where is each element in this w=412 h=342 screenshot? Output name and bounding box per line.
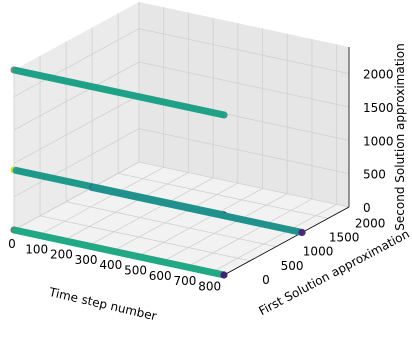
x-tick-label: 800: [198, 279, 221, 293]
data-point: [220, 271, 228, 279]
z-tick-label: 1000: [363, 134, 394, 148]
series-2: [88, 183, 306, 237]
data-series: [10, 66, 306, 279]
z-grid-line: [138, 161, 350, 208]
x-tick-label: 300: [75, 253, 98, 267]
data-point: [298, 228, 306, 237]
z-grid-line: [13, 61, 140, 131]
left-wall-pane: [14, 2, 139, 230]
z-grid-line: [138, 128, 350, 175]
z-grid-line: [138, 28, 350, 75]
z-axis-label: Second Solution approximation: [393, 43, 407, 230]
y-tick-label: 0: [262, 273, 270, 287]
z-tick-label: 0: [363, 201, 371, 215]
z-tick-label: 500: [363, 168, 386, 182]
series-0: [10, 66, 228, 119]
x-axis-label: Time step number: [47, 285, 158, 324]
back-wall-pane: [139, 2, 349, 207]
z-grid-line: [13, 28, 140, 98]
y-tick-label: 1500: [329, 231, 360, 245]
z-grid-line: [138, 61, 350, 108]
x-tick-label: 200: [50, 248, 73, 262]
series-3: [10, 226, 228, 279]
y-tick-label: 1000: [303, 245, 334, 259]
grid-lines: [13, 2, 350, 276]
y-tick-label: 2000: [355, 216, 386, 230]
x-tick-label: 0: [8, 237, 16, 251]
z-tick-label: 1500: [363, 101, 394, 115]
z-grid-line: [13, 94, 140, 164]
z-tick-label: 2000: [363, 68, 394, 82]
x-tick-label: 700: [173, 274, 196, 288]
data-point: [220, 111, 228, 119]
y-axis-line: [223, 206, 350, 276]
tick-labels: 0 100 200 300 400 500 600 700 800 050010001500200…: [8, 68, 393, 294]
y-tick-label: 500: [281, 259, 304, 273]
x-tick-label: 400: [99, 258, 122, 272]
z-grid-line: [13, 128, 140, 198]
z-grid-line: [13, 161, 140, 231]
y-grid-line: [39, 215, 251, 262]
y-grid-line: [118, 172, 329, 219]
x-tick-label: 500: [124, 263, 147, 277]
x-tick-label: 600: [149, 269, 172, 283]
x-tick-label: 100: [25, 242, 48, 256]
y-grid-line: [65, 201, 277, 248]
